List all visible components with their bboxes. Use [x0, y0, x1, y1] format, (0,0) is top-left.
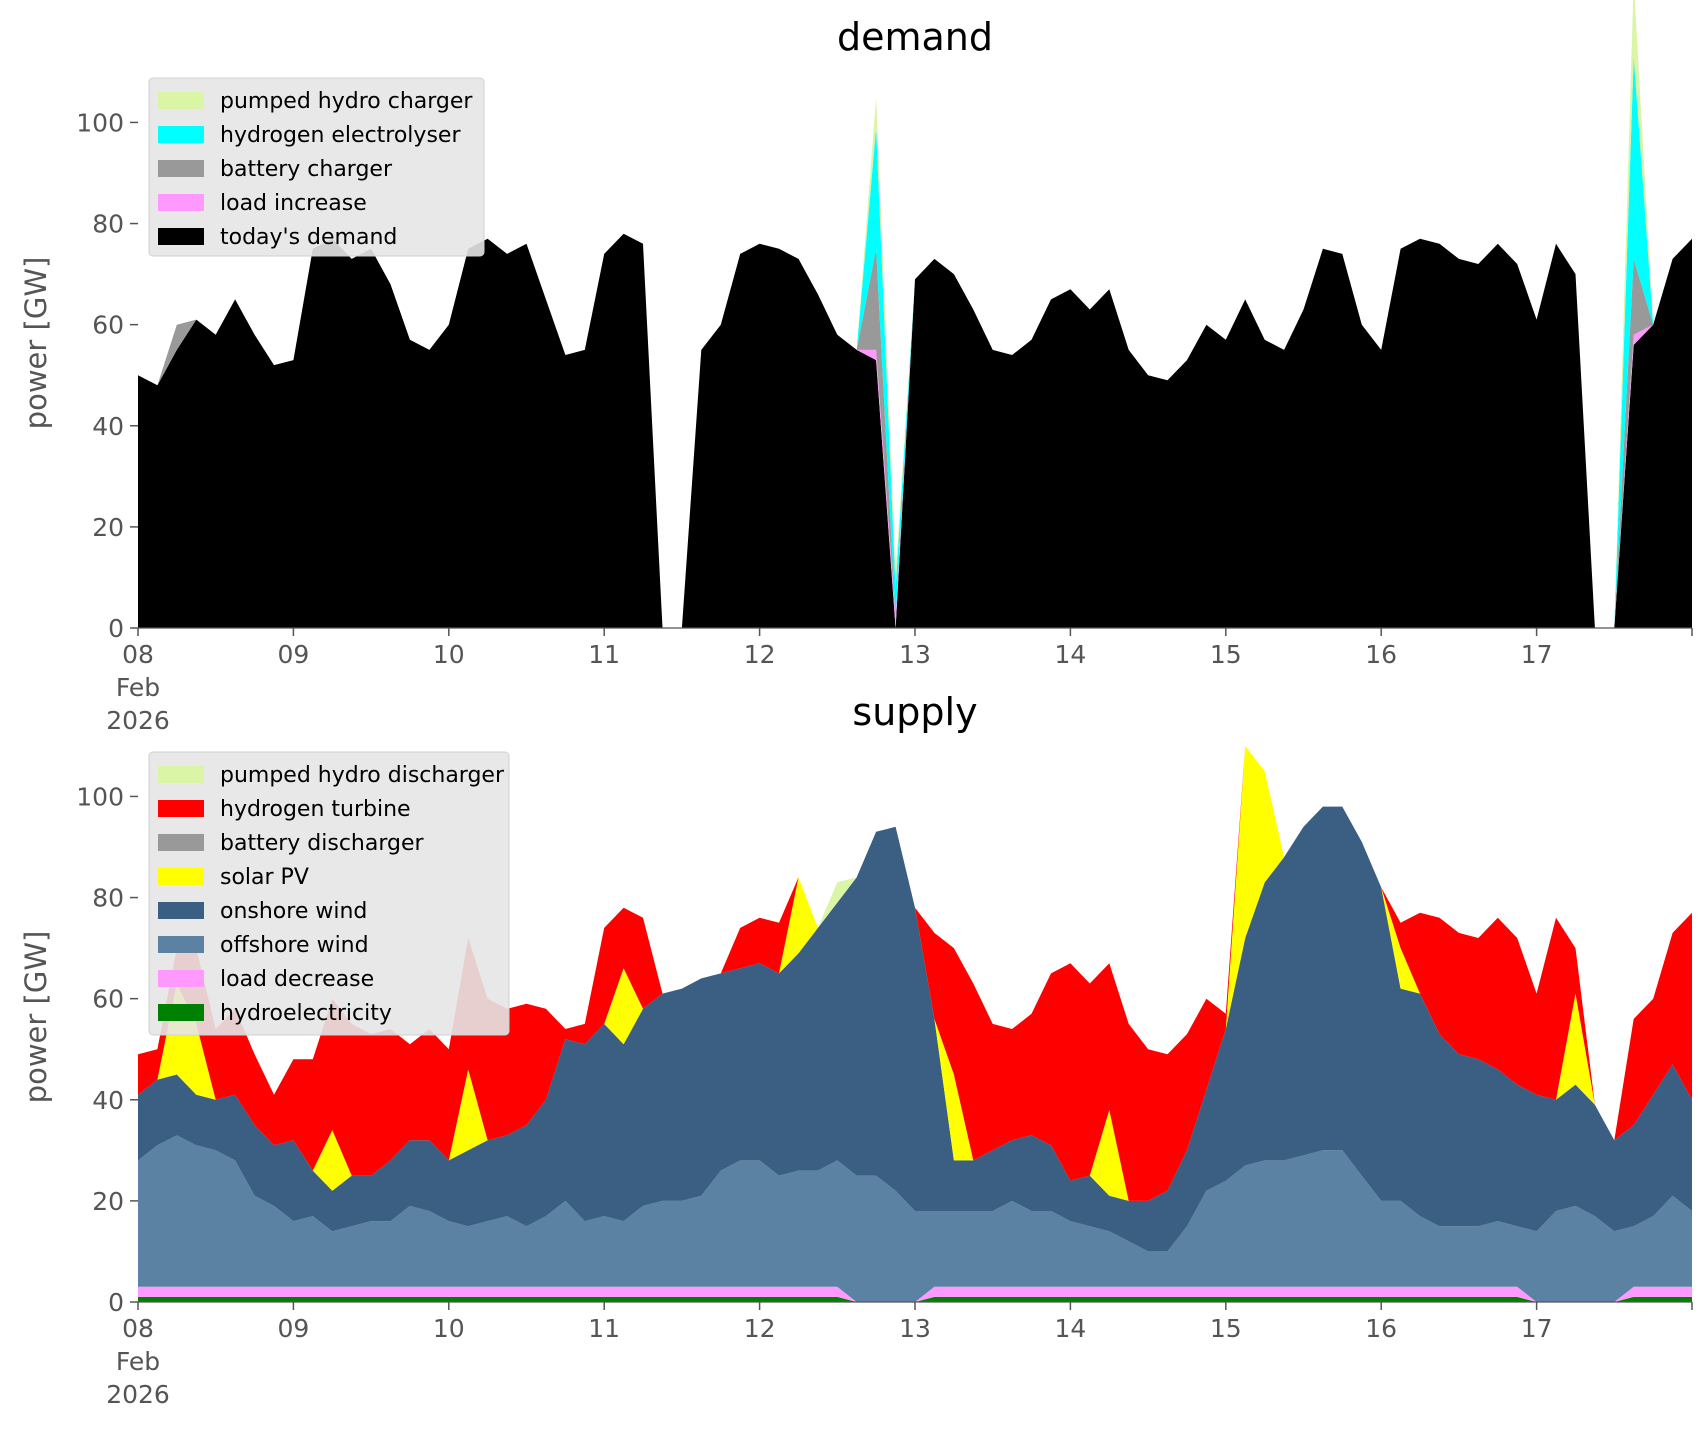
panel-supply: supply 0 20 40 60 80 100 power [GW] 08 Feb 2026 09 1…	[19, 690, 1693, 1409]
y-tick-label: 60	[92, 311, 124, 340]
x-tick-label: 14	[1054, 640, 1086, 669]
x-tick-label: 15	[1210, 640, 1242, 669]
area-hydroelectricity	[138, 1296, 1692, 1302]
area-offshore-wind	[138, 1135, 1692, 1302]
legend-label: offshore wind	[220, 933, 369, 958]
legend-box	[148, 77, 485, 257]
area-load-decrease	[138, 1286, 1692, 1302]
y-tick-label: 80	[92, 884, 124, 913]
legend-swatch	[158, 92, 204, 109]
x-tick-label: 13	[899, 1314, 931, 1343]
legend: pumped hydro discharger hydrogen turbine b…	[148, 751, 510, 1036]
legend-swatch	[158, 936, 204, 953]
legend-swatch	[158, 834, 204, 851]
y-tick-label: 0	[108, 1288, 124, 1317]
legend-label: hydroelectricity	[220, 1001, 392, 1026]
legend-label: load decrease	[220, 967, 374, 992]
x-tick-label: 14	[1054, 1314, 1086, 1343]
x-tick-label: 09	[277, 1314, 309, 1343]
y-axis-label: power [GW]	[19, 931, 53, 1104]
y-tick-label: 60	[92, 985, 124, 1014]
y-tick-label: 20	[92, 1187, 124, 1216]
x-tick-label: Feb	[116, 1347, 160, 1376]
legend-swatch	[158, 160, 204, 177]
legend-swatch	[158, 1004, 204, 1021]
legend-swatch	[158, 126, 204, 143]
legend-label: battery charger	[220, 157, 393, 182]
x-tick-label: 2026	[106, 1380, 170, 1409]
legend-label: hydrogen turbine	[220, 797, 411, 822]
legend-label: today's demand	[220, 225, 397, 250]
legend-label: battery discharger	[220, 831, 425, 856]
x-tick-label: 16	[1365, 1314, 1397, 1343]
x-tick-label: 08	[122, 1314, 154, 1343]
y-axis-label: power [GW]	[19, 257, 53, 430]
x-tick-label: 17	[1521, 640, 1553, 669]
x-tick-label: 12	[744, 1314, 776, 1343]
legend-swatch	[158, 868, 204, 885]
legend-label: pumped hydro charger	[220, 89, 473, 114]
y-tick-label: 40	[92, 412, 124, 441]
x-tick-label: 11	[588, 1314, 620, 1343]
legend-swatch	[158, 194, 204, 211]
x-tick-label: 09	[277, 640, 309, 669]
legend-label: solar PV	[220, 865, 309, 890]
x-tick-label: 12	[744, 640, 776, 669]
legend-label: pumped hydro discharger	[220, 763, 505, 788]
x-tick-label: 11	[588, 640, 620, 669]
y-tick-label: 100	[76, 782, 124, 811]
legend-swatch	[158, 800, 204, 817]
legend-swatch	[158, 970, 204, 987]
legend-label: load increase	[220, 191, 367, 216]
y-tick-label: 100	[76, 108, 124, 137]
x-tick-label: 13	[899, 640, 931, 669]
legend-label: onshore wind	[220, 899, 367, 924]
legend-box	[148, 751, 510, 1036]
chart-title: supply	[852, 690, 977, 734]
y-tick-label: 40	[92, 1086, 124, 1115]
area-hydrogen-turbine	[138, 745, 1692, 1201]
x-tick-label: 15	[1210, 1314, 1242, 1343]
legend-swatch	[158, 766, 204, 783]
x-tick-label: 16	[1365, 640, 1397, 669]
x-tick-label: Feb	[116, 673, 160, 702]
x-tick-label: 10	[433, 1314, 465, 1343]
panel-demand: demand 0 20 40 60 80 100 power [GW] 08 Feb 2026 09 1…	[19, 0, 1693, 735]
legend: pumped hydro charger hydrogen electrolyse…	[148, 77, 485, 257]
x-tick-label: 10	[433, 640, 465, 669]
legend-swatch	[158, 228, 204, 245]
y-tick-label: 0	[108, 614, 124, 643]
area-today-s-demand	[138, 233, 1692, 628]
x-tick-label: 17	[1521, 1314, 1553, 1343]
y-tick-label: 20	[92, 513, 124, 542]
y-tick-label: 80	[92, 210, 124, 239]
chart-title: demand	[837, 15, 993, 59]
x-tick-label: 2026	[106, 706, 170, 735]
x-tick-label: 08	[122, 640, 154, 669]
area-onshore-wind	[138, 806, 1692, 1252]
legend-swatch	[158, 902, 204, 919]
legend-label: hydrogen electrolyser	[220, 123, 461, 148]
